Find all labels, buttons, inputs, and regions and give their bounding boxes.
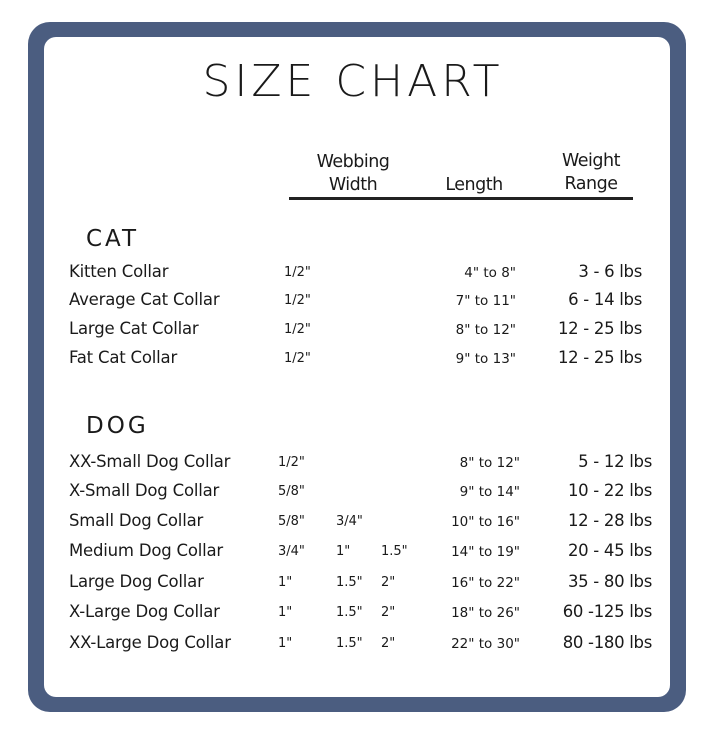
webbing-width: 1" — [278, 575, 293, 590]
weight-range: 12 - 25 lbs — [557, 348, 642, 367]
webbing-width: 1.5" — [336, 636, 363, 651]
row-label: Kitten Collar — [69, 262, 169, 281]
length-range: 22" to 30" — [451, 636, 520, 652]
weight-range: 35 - 80 lbs — [567, 572, 652, 591]
row-label: XX-Large Dog Collar — [69, 633, 231, 652]
page-title: SIZE CHART — [202, 56, 504, 107]
row-label: X-Small Dog Collar — [69, 481, 220, 500]
section-heading: CAT — [86, 226, 140, 252]
row-label: XX-Small Dog Collar — [69, 452, 231, 471]
length-range: 7" to 11" — [455, 293, 516, 309]
webbing-width: 1/2" — [284, 265, 311, 280]
header-rule — [289, 197, 633, 200]
webbing-width: 1" — [278, 636, 293, 651]
row-label: Large Dog Collar — [69, 572, 204, 591]
weight-range: 3 - 6 lbs — [578, 262, 642, 281]
section-heading: DOG — [86, 413, 149, 439]
row-label: Large Cat Collar — [69, 319, 199, 338]
weight-range: 20 - 45 lbs — [567, 541, 652, 560]
row-label: Medium Dog Collar — [69, 541, 224, 560]
weight-range: 5 - 12 lbs — [578, 452, 652, 471]
header-webbing: Webbing — [316, 152, 390, 172]
length-range: 18" to 26" — [451, 605, 520, 621]
weight-range: 10 - 22 lbs — [567, 481, 652, 500]
header-weight: Weight — [562, 151, 620, 171]
header-length: Length — [445, 175, 503, 195]
length-range: 9" to 13" — [455, 351, 516, 367]
chart-panel — [44, 37, 670, 697]
row-label: X-Large Dog Collar — [69, 602, 220, 621]
weight-range: 12 - 25 lbs — [557, 319, 642, 338]
length-range: 4" to 8" — [464, 265, 516, 281]
weight-range: 60 -125 lbs — [562, 602, 653, 621]
webbing-width: 1.5" — [336, 575, 363, 590]
header-width: Width — [328, 175, 378, 195]
length-range: 14" to 19" — [451, 544, 520, 560]
webbing-width: 1/2" — [284, 351, 311, 366]
row-label: Small Dog Collar — [69, 511, 204, 530]
webbing-width: 5/8" — [278, 484, 305, 499]
row-label: Fat Cat Collar — [69, 348, 178, 367]
length-range: 8" to 12" — [459, 455, 520, 471]
webbing-width: 2" — [381, 575, 396, 590]
header-range: Range — [564, 174, 618, 194]
webbing-width: 5/8" — [278, 514, 305, 529]
length-range: 16" to 22" — [451, 575, 520, 591]
webbing-width: 3/4" — [278, 544, 305, 559]
weight-range: 12 - 28 lbs — [567, 511, 652, 530]
weight-range: 80 -180 lbs — [562, 633, 653, 652]
row-label: Average Cat Collar — [69, 290, 220, 309]
length-range: 8" to 12" — [455, 322, 516, 338]
webbing-width: 1.5" — [381, 544, 408, 559]
webbing-width: 2" — [381, 605, 396, 620]
webbing-width: 1.5" — [336, 605, 363, 620]
webbing-width: 1/2" — [284, 293, 311, 308]
length-range: 9" to 14" — [459, 484, 520, 500]
weight-range: 6 - 14 lbs — [568, 290, 642, 309]
length-range: 10" to 16" — [451, 514, 520, 530]
webbing-width: 2" — [381, 636, 396, 651]
webbing-width: 1/2" — [284, 322, 311, 337]
webbing-width: 3/4" — [336, 514, 363, 529]
webbing-width: 1/2" — [278, 455, 305, 470]
webbing-width: 1" — [336, 544, 351, 559]
webbing-width: 1" — [278, 605, 293, 620]
